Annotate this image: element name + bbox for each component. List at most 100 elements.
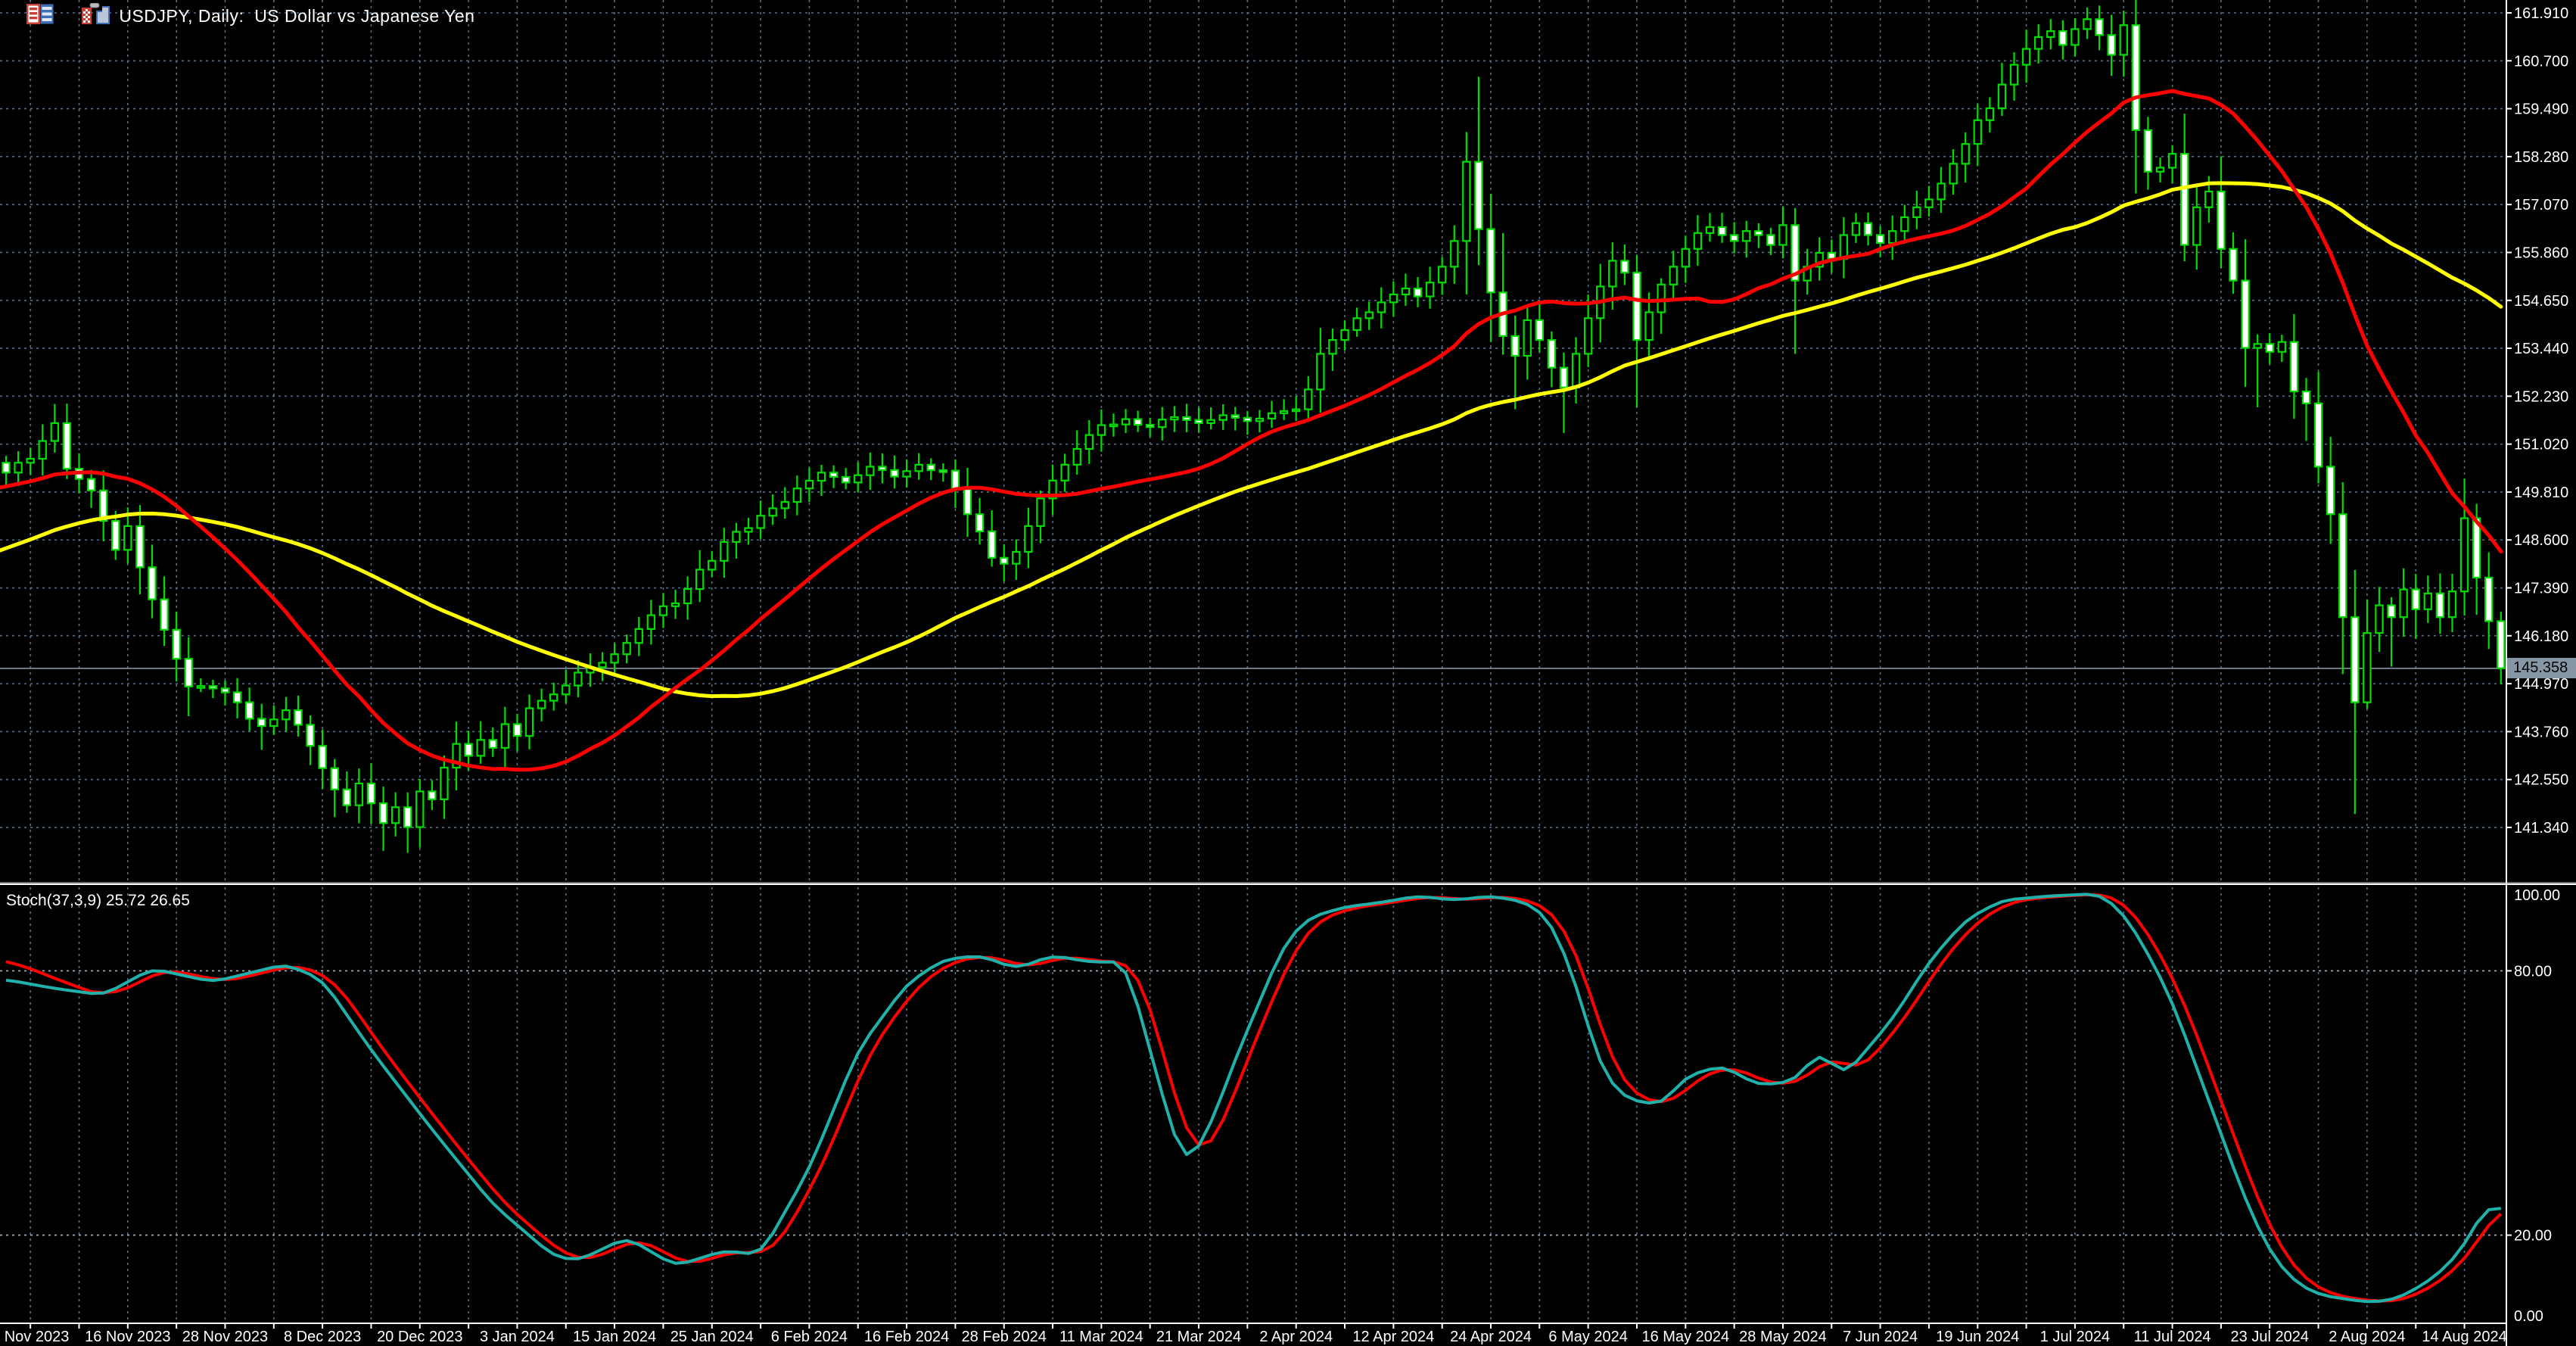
candle-bull: [792, 488, 802, 503]
chart-title-bar: USDJPY, Daily: US Dollar vs Japanese Yen: [6, 2, 474, 27]
candle-bear: [148, 566, 157, 600]
candle-bear: [1194, 419, 1203, 425]
price-axis-label: 149.810: [2514, 484, 2568, 501]
candle-bull: [670, 602, 680, 607]
price-axis-label: 147.390: [2514, 581, 2568, 597]
candle-bull: [2083, 18, 2092, 30]
candle-bear: [2265, 343, 2274, 353]
candle-bear: [2301, 390, 2311, 404]
candle-bull: [1048, 479, 1057, 500]
date-axis-label: 6 May 2024: [1548, 1329, 1628, 1345]
candle-bull: [1097, 424, 1106, 436]
candle-bear: [111, 519, 120, 551]
candle-bear: [366, 782, 376, 805]
candle-bull: [2363, 632, 2372, 703]
candle-bear: [2338, 513, 2347, 618]
candle-bull: [854, 474, 863, 484]
candle-bull: [646, 614, 656, 630]
candle-bull: [744, 527, 753, 533]
candle-bull: [1742, 230, 1751, 242]
candle-bull: [2277, 341, 2287, 353]
candle-bear: [2107, 34, 2116, 56]
ma-fast-line: [0, 89, 2503, 772]
date-axis-label: 2 Apr 2024: [1259, 1329, 1333, 1345]
candle-bull: [756, 515, 765, 529]
candle-bear: [938, 469, 948, 473]
candle-bull: [1937, 182, 1946, 201]
candle-bear: [464, 743, 473, 757]
candle-bear: [829, 472, 838, 478]
candle-bull: [1072, 447, 1081, 466]
candle-bull: [524, 707, 534, 737]
candle-bull: [196, 685, 206, 689]
date-axis-label: 28 Feb 2024: [962, 1329, 1047, 1345]
candle-bull: [1924, 198, 1934, 208]
candle-bull: [1364, 311, 1374, 319]
candle-bull: [1121, 418, 1131, 425]
date-axis-label: 16 Feb 2024: [864, 1329, 949, 1345]
date-axis-label: 11 Jul 2024: [2134, 1329, 2211, 1345]
candle-bear: [1474, 160, 1483, 230]
date-axis-label: 28 May 2024: [1739, 1329, 1827, 1345]
candle-bull: [1218, 414, 1227, 421]
candle-bear: [2229, 248, 2238, 282]
candle-bear: [1535, 319, 1545, 341]
candle-bull: [1024, 525, 1033, 553]
price-axis-label: 151.020: [2514, 437, 2568, 453]
candle-bull: [610, 653, 619, 664]
candle-bull: [914, 463, 923, 472]
candle-bull: [1644, 311, 1654, 341]
candle-bear: [342, 788, 351, 806]
candle-bear: [926, 463, 935, 472]
candle-bull: [1523, 319, 1532, 357]
candle-bull: [1352, 317, 1361, 332]
price-axis-label: 153.440: [2514, 341, 2568, 357]
candle-bear: [306, 724, 315, 747]
candle-bull: [537, 699, 546, 709]
candle-bear: [1863, 222, 1873, 236]
candle-bear: [428, 790, 437, 800]
candle-bull: [2375, 604, 2384, 634]
candle-bull: [1012, 550, 1021, 565]
candle-bull: [1462, 160, 1471, 242]
candle-bull: [1267, 412, 1277, 420]
candle-bull: [2253, 343, 2262, 349]
price-axis-label: 142.550: [2514, 772, 2568, 789]
candle-bull: [1060, 463, 1069, 481]
stochastic-pane[interactable]: [0, 887, 2506, 1323]
candle-bull: [622, 642, 631, 656]
candle-bull: [634, 628, 643, 644]
stoch-main-line: [5, 893, 2502, 1304]
candle-bull: [695, 569, 705, 590]
candle-bull: [1036, 497, 1045, 528]
candle-bear: [2387, 604, 2396, 618]
candle-bull: [1571, 353, 1581, 388]
stoch-axis-label: 80.00: [2514, 963, 2552, 980]
stoch-indicator-label: Stoch(37,3,9) 25.72 26.65: [6, 892, 190, 910]
candle-bear: [330, 767, 339, 790]
candle-bear: [2, 462, 11, 474]
price-axis-label: 141.340: [2514, 820, 2568, 837]
candle-bull: [1084, 434, 1094, 450]
candle-bear: [1182, 416, 1191, 421]
candle-bull: [1158, 419, 1167, 428]
price-axis-label: 157.070: [2514, 197, 2568, 213]
candle-bear: [512, 723, 522, 737]
candle-bull: [1291, 408, 1301, 413]
candle-bull: [2447, 590, 2457, 618]
candle-bull: [817, 472, 826, 482]
candle-bear: [2350, 616, 2360, 703]
candle-bull: [1778, 224, 1787, 246]
candle-bull: [1912, 206, 1921, 219]
candle-bear: [318, 745, 327, 769]
candle-bear: [1875, 234, 1885, 245]
date-axis-label: 25 Jan 2024: [670, 1329, 754, 1345]
candle-bear: [244, 701, 254, 720]
candle-bull: [1985, 107, 1995, 121]
date-axis-label: 2 Aug 2024: [2329, 1329, 2405, 1345]
candle-bull: [2046, 30, 2055, 39]
date-axis-label: 20 Dec 2023: [377, 1329, 462, 1345]
candle-bull: [1900, 216, 1909, 232]
